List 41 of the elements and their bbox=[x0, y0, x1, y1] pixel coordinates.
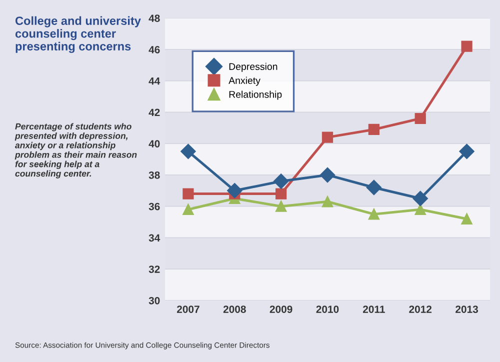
x-tick-label: 2013 bbox=[456, 306, 478, 313]
x-tick-label: 2007 bbox=[176, 306, 200, 313]
y-tick-label: 46 bbox=[148, 46, 160, 54]
y-tick-label: 48 bbox=[148, 14, 160, 22]
x-tick-label: 2012 bbox=[409, 306, 432, 313]
point bbox=[412, 190, 428, 206]
x-tick-label: 2009 bbox=[270, 306, 292, 313]
point bbox=[414, 112, 426, 124]
point bbox=[366, 180, 382, 196]
point bbox=[459, 144, 474, 160]
y-tick-label: 32 bbox=[148, 266, 160, 273]
point bbox=[368, 124, 380, 136]
x-tick-label: 2010 bbox=[316, 306, 339, 313]
x-tick-label: 2011 bbox=[362, 306, 385, 313]
x-tick-label: 2008 bbox=[223, 306, 246, 313]
point bbox=[227, 183, 242, 198]
point bbox=[320, 167, 336, 183]
point bbox=[461, 213, 472, 224]
point bbox=[322, 196, 334, 208]
y-tick-label: 34 bbox=[148, 234, 160, 242]
legend-label: Relationship bbox=[229, 90, 282, 100]
y-tick-label: 40 bbox=[148, 140, 160, 148]
legend-label: Depression bbox=[229, 62, 278, 72]
point bbox=[368, 208, 380, 220]
y-tick-label: 44 bbox=[148, 77, 160, 85]
point bbox=[182, 188, 194, 200]
point bbox=[461, 40, 472, 52]
text: College and university counseling center presenting concerns bbox=[15, 16, 141, 53]
point bbox=[274, 174, 289, 189]
legend-label: Anxiety bbox=[228, 76, 260, 86]
y-tick-label: 42 bbox=[148, 108, 160, 116]
point bbox=[182, 204, 194, 216]
text: Percentage of students who presented with depression, anxiety or a relationship problem as their main reason for seeking help at a counseling center. bbox=[14, 123, 137, 178]
point bbox=[276, 200, 287, 212]
point bbox=[180, 144, 196, 160]
point bbox=[414, 204, 426, 216]
y-tick-label: 36 bbox=[148, 202, 160, 210]
y-tick-label: 38 bbox=[148, 171, 160, 179]
point bbox=[322, 132, 334, 143]
y-tick-label: 30 bbox=[148, 296, 160, 304]
point bbox=[276, 188, 287, 200]
